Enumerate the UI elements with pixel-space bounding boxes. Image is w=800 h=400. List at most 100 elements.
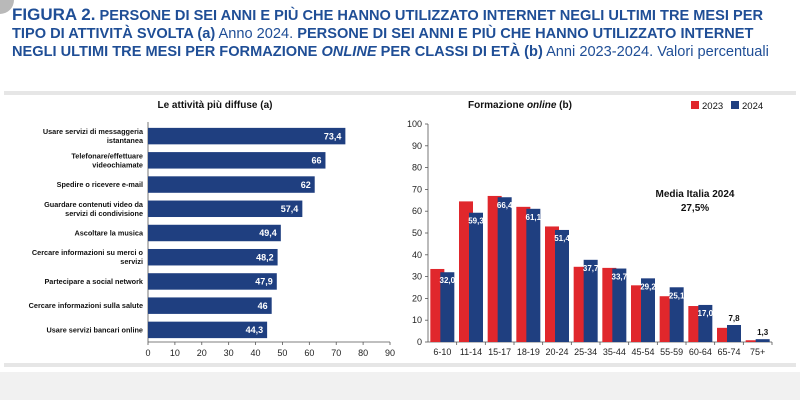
left-bar — [148, 200, 303, 218]
left-category-line: Cercare informazioni su merci o — [32, 248, 144, 257]
left-bar-value-label: 73,4 — [324, 131, 342, 141]
left-category-line: Cercare informazioni sulla salute — [29, 301, 143, 310]
right-y-tick-label: 90 — [412, 141, 422, 151]
right-bar-2024 — [526, 208, 541, 342]
left-x-tick-label: 60 — [304, 348, 314, 358]
right-bar-2024 — [440, 272, 455, 342]
right-bar-2024 — [641, 278, 655, 342]
left-x-tick-label: 80 — [358, 348, 368, 358]
left-x-tick-label: 90 — [385, 348, 395, 358]
right-bar-2024 — [469, 212, 483, 342]
legend-label-2023: 2023 — [702, 101, 723, 112]
bottom-band — [0, 372, 800, 400]
right-bar-value-label: 66,4 — [497, 201, 513, 210]
left-bar — [148, 224, 281, 242]
right-bar-value-label: 7,8 — [728, 314, 740, 323]
right-title-end: (b) — [556, 100, 572, 111]
right-x-tick-label: 25-34 — [574, 347, 597, 357]
right-bar-value-label: 37,7 — [583, 264, 599, 273]
left-category-label: Cercare informazioni su merci o servizi — [32, 248, 144, 266]
left-category-label: Guardare contenuti video da servizi di co… — [44, 200, 144, 218]
left-x-tick-label: 10 — [170, 348, 180, 358]
right-x-tick-label: 45-54 — [631, 347, 654, 357]
right-x-tick-label: 65-74 — [717, 347, 740, 357]
right-x-tick-label: 11-14 — [460, 347, 482, 357]
left-category-line: Telefonare/effettuare — [71, 151, 143, 160]
left-chart: Le attività più diffuse (a) 0 10 20 30 40 50 6… — [29, 100, 395, 358]
right-chart: Formazione online (b) 2023 2024 Media It… — [407, 100, 773, 357]
left-bar — [148, 127, 346, 145]
left-category-line: Ascoltare la musica — [74, 229, 143, 238]
right-x-tick-label: 18-19 — [517, 347, 540, 357]
right-bar-2024 — [612, 268, 627, 342]
left-bar — [148, 273, 277, 290]
right-y-tick-label: 20 — [412, 293, 422, 303]
left-x-tick-label: 20 — [197, 348, 207, 358]
right-bar-value-label: 29,2 — [640, 282, 656, 291]
left-bar — [148, 321, 268, 339]
right-bar-value-label: 32,0 — [440, 276, 456, 285]
right-x-tick-label: 60-64 — [689, 347, 712, 357]
left-category-line: Usare servizi bancari online — [46, 325, 143, 334]
left-x-tick-label: 30 — [224, 348, 234, 358]
header-part5: PER CLASSI DI ETÀ (b) — [380, 44, 543, 60]
right-bar-2024 — [497, 197, 512, 342]
media-italia-value: 27,5% — [681, 203, 709, 214]
right-y-tick-label: 30 — [412, 272, 422, 282]
right-bar-value-label: 61,1 — [526, 213, 542, 222]
left-bar-value-label: 66 — [311, 156, 321, 166]
right-x-tick-label: 55-59 — [660, 347, 683, 357]
left-category-label: Usare servizi bancari online — [46, 325, 143, 334]
header-part4: ONLINE — [321, 44, 377, 60]
left-bar-value-label: 57,4 — [281, 204, 299, 214]
right-bar-value-label: 59,3 — [468, 217, 484, 226]
left-x-tick-label: 0 — [145, 348, 150, 358]
right-bar-value-label: 51,4 — [554, 234, 570, 243]
right-bar-2024 — [555, 229, 569, 342]
right-y-tick-label: 50 — [412, 228, 422, 238]
right-bar-2024 — [669, 287, 684, 342]
right-y-tick-label: 100 — [407, 119, 422, 129]
left-category-line: Usare servizi di messaggeria — [43, 127, 144, 136]
right-x-tick-label: 20-24 — [545, 347, 568, 357]
right-x-tick-label: 15-17 — [488, 347, 511, 357]
left-category-label: Cercare informazioni sulla salute — [29, 301, 143, 310]
left-category-label: Ascoltare la musica — [74, 229, 143, 238]
right-chart-title: Formazione online (b) — [468, 100, 572, 111]
left-category-line: servizi — [120, 257, 143, 266]
right-y-tick-label: 60 — [412, 206, 422, 216]
legend-label-2024: 2024 — [742, 101, 763, 112]
header-part6: Anni 2023-2024. Valori percentuali — [546, 44, 769, 60]
right-title-main: Formazione — [468, 100, 527, 111]
figure-header: FIGURA 2. PERSONE DI SEI ANNI E PIÙ CHE … — [12, 6, 792, 61]
right-bar-2024 — [583, 259, 598, 342]
left-bar — [148, 176, 315, 193]
right-x-tick-label: 35-44 — [603, 347, 626, 357]
right-y-tick-label: 40 — [412, 250, 422, 260]
right-bar-2023 — [745, 340, 760, 342]
left-category-label: Spedire o ricevere e-mail — [57, 180, 143, 189]
left-category-label: Usare servizi di messaggeria istantanea — [43, 127, 144, 145]
left-category-line: servizi di condivisione — [65, 209, 143, 218]
left-bar — [148, 152, 326, 169]
right-bar-2024 — [755, 339, 770, 342]
left-bar-value-label: 62 — [301, 180, 311, 190]
right-y-tick-label: 70 — [412, 184, 422, 194]
right-x-tick-label: 6-10 — [433, 347, 451, 357]
right-y-tick-label: 80 — [412, 163, 422, 173]
right-y-tick-label: 0 — [417, 337, 422, 347]
left-bar-value-label: 48,2 — [256, 252, 274, 262]
left-x-tick-label: 40 — [251, 348, 261, 358]
left-category-line: Guardare contenuti video da — [44, 200, 144, 209]
left-x-tick-label: 50 — [277, 348, 287, 358]
right-x-tick-label: 75+ — [750, 347, 765, 357]
right-bar-2024 — [698, 304, 713, 342]
left-bar — [148, 297, 272, 314]
header-part2: Anno 2024. — [218, 26, 294, 42]
media-italia-label: Media Italia 2024 — [656, 189, 735, 200]
left-category-label: Telefonare/effettuare videochiamate — [71, 151, 143, 169]
left-bar-value-label: 44,3 — [246, 325, 264, 335]
left-category-line: Partecipare a social network — [44, 277, 143, 286]
right-bar-value-label: 25,1 — [669, 291, 685, 300]
